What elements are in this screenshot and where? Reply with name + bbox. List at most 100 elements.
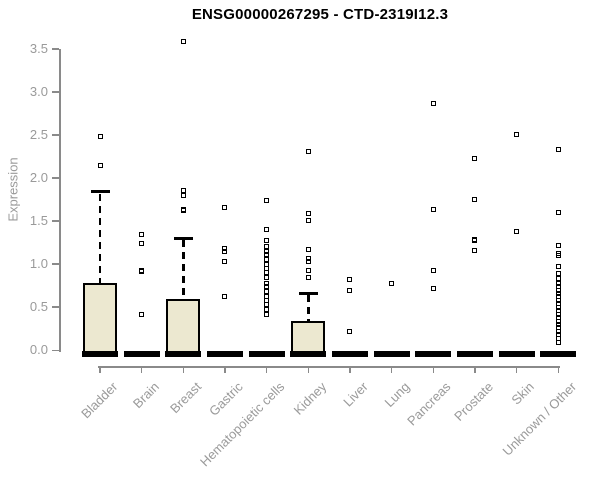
outlier-point	[305, 217, 311, 223]
outlier-point	[222, 259, 228, 265]
outlier-point	[430, 267, 436, 273]
outlier-point	[555, 325, 561, 331]
box	[291, 321, 326, 354]
outlier-point	[264, 238, 270, 244]
x-tick	[265, 366, 268, 373]
x-tick	[307, 366, 310, 373]
outlier-point	[555, 335, 561, 341]
outlier-point	[97, 162, 103, 168]
x-tick	[474, 366, 476, 373]
median-bar	[415, 350, 452, 357]
x-tick	[140, 366, 143, 373]
x-category-label: Breast	[166, 379, 204, 417]
outlier-point	[347, 328, 353, 334]
outlier-point	[180, 206, 186, 212]
outlier-point	[180, 187, 186, 193]
median-bar	[498, 350, 535, 357]
outlier-point	[180, 192, 186, 198]
outlier-point	[555, 321, 561, 327]
outlier-point	[264, 248, 270, 254]
y-tick	[52, 349, 59, 352]
x-tick	[349, 366, 351, 373]
x-tick	[557, 366, 559, 373]
x-category-label: Lung	[381, 379, 413, 411]
outlier-point	[555, 287, 561, 293]
outlier-point	[139, 311, 145, 317]
median-bar	[456, 350, 493, 357]
outlier-point	[264, 227, 270, 233]
outlier-point	[555, 251, 561, 257]
outlier-point	[264, 307, 270, 313]
y-tick-label: 2.5	[29, 126, 48, 142]
outlier-point	[222, 204, 228, 210]
y-tick	[52, 48, 59, 50]
outlier-point	[555, 290, 561, 296]
y-axis-line	[59, 48, 61, 352]
whisker	[307, 295, 310, 321]
outlier-point	[472, 236, 478, 242]
outlier-point	[555, 147, 561, 153]
box	[83, 283, 117, 354]
whisker	[182, 240, 185, 299]
outlier-point	[264, 275, 270, 281]
outlier-point	[139, 232, 145, 238]
x-tick	[432, 366, 435, 373]
outlier-point	[555, 340, 561, 346]
outlier-point	[305, 210, 311, 216]
y-tick-label: 3.0	[29, 83, 48, 99]
outlier-point	[555, 332, 561, 338]
outlier-point	[305, 267, 311, 273]
outlier-point	[555, 284, 561, 290]
outlier-point	[264, 280, 270, 286]
y-tick	[52, 177, 59, 179]
outlier-point	[305, 148, 311, 154]
y-tick-label: 1.5	[29, 213, 48, 229]
outlier-point	[222, 294, 228, 300]
x-tick	[182, 366, 185, 373]
outlier-point	[389, 281, 395, 287]
outlier-point	[305, 274, 311, 280]
outlier-point	[264, 257, 270, 263]
outlier-point	[264, 265, 270, 271]
outlier-point	[264, 297, 270, 303]
outlier-point	[347, 287, 353, 293]
box	[166, 298, 201, 354]
outlier-point	[264, 302, 270, 308]
outlier-point	[264, 312, 270, 318]
x-category-label: Kidney	[290, 379, 329, 418]
outlier-point	[555, 280, 561, 286]
outlier-point	[472, 155, 478, 161]
median-bar	[248, 350, 285, 357]
whisker-cap	[298, 292, 318, 295]
outlier-point	[555, 209, 561, 215]
median-bar	[82, 350, 118, 357]
outlier-point	[180, 39, 186, 45]
outlier-point	[222, 246, 228, 252]
median-bar	[165, 350, 202, 357]
y-tick	[52, 91, 59, 93]
y-tick	[52, 263, 59, 265]
median-bar	[373, 350, 410, 357]
outlier-point	[555, 311, 561, 317]
outlier-point	[472, 197, 478, 203]
x-category-label: Pancreas	[404, 379, 454, 429]
y-axis-label: Expression	[5, 157, 21, 222]
x-category-label: Prostate	[450, 379, 496, 424]
x-axis-line	[98, 366, 561, 368]
y-tick	[52, 134, 59, 136]
y-tick	[52, 306, 59, 308]
y-tick-label: 2.0	[29, 170, 48, 186]
x-tick	[390, 366, 393, 373]
median-bar	[331, 350, 368, 357]
outlier-point	[555, 304, 561, 310]
outlier-point	[264, 270, 270, 276]
x-tick	[515, 366, 518, 373]
outlier-point	[347, 277, 353, 283]
outlier-point	[555, 308, 561, 314]
outlier-point	[264, 244, 270, 250]
outlier-point	[139, 240, 145, 246]
outlier-point	[264, 261, 270, 267]
x-category-label: Unknown / Other	[499, 379, 579, 459]
outlier-point	[555, 328, 561, 334]
